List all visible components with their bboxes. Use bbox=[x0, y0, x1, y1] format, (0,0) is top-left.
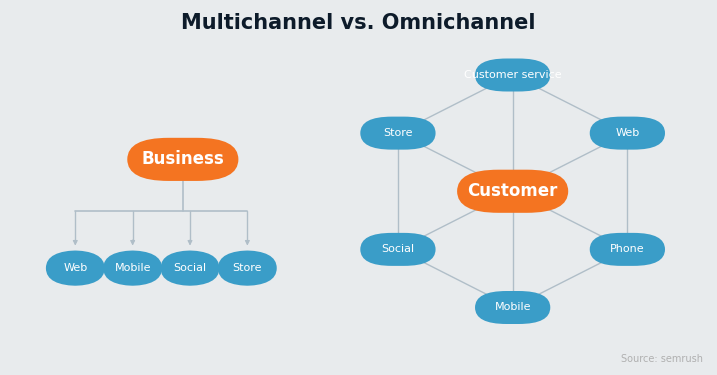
Text: Source: semrush: Source: semrush bbox=[621, 354, 703, 364]
FancyBboxPatch shape bbox=[589, 233, 665, 266]
FancyBboxPatch shape bbox=[46, 251, 105, 286]
FancyBboxPatch shape bbox=[103, 251, 162, 286]
Text: Web: Web bbox=[615, 128, 640, 138]
FancyBboxPatch shape bbox=[589, 117, 665, 150]
FancyBboxPatch shape bbox=[128, 138, 238, 181]
FancyBboxPatch shape bbox=[475, 291, 551, 324]
FancyBboxPatch shape bbox=[475, 58, 551, 92]
Text: Customer service: Customer service bbox=[464, 70, 561, 80]
Text: Store: Store bbox=[232, 263, 262, 273]
Text: Social: Social bbox=[174, 263, 206, 273]
FancyBboxPatch shape bbox=[457, 170, 568, 213]
FancyBboxPatch shape bbox=[161, 251, 219, 286]
Text: Business: Business bbox=[141, 150, 224, 168]
Text: Store: Store bbox=[383, 128, 413, 138]
Text: Multichannel vs. Omnichannel: Multichannel vs. Omnichannel bbox=[181, 13, 536, 33]
FancyBboxPatch shape bbox=[218, 251, 277, 286]
Text: Customer: Customer bbox=[467, 182, 558, 200]
Text: Social: Social bbox=[381, 244, 414, 254]
Text: Mobile: Mobile bbox=[495, 303, 531, 312]
FancyBboxPatch shape bbox=[361, 233, 436, 266]
FancyBboxPatch shape bbox=[361, 117, 436, 150]
Text: Mobile: Mobile bbox=[115, 263, 151, 273]
Text: Phone: Phone bbox=[610, 244, 645, 254]
Text: Web: Web bbox=[63, 263, 87, 273]
